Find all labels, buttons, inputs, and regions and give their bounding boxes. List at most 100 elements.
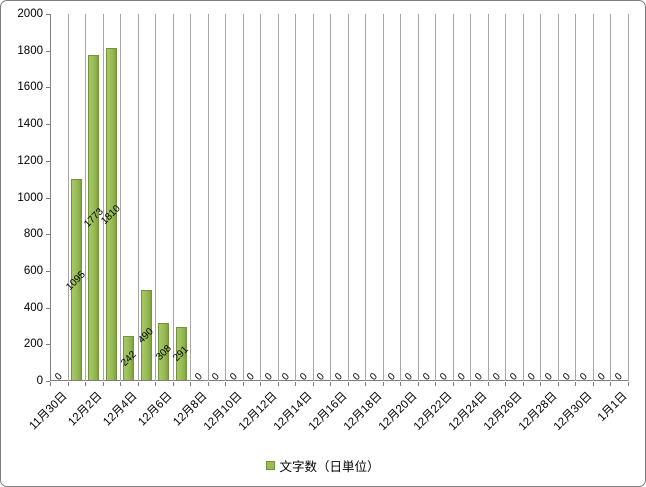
- bar: [70, 179, 82, 380]
- legend: 文字数（日単位）: [1, 456, 645, 475]
- x-axis-tick: [260, 382, 262, 386]
- x-axis-tick: [155, 382, 157, 386]
- x-axis-tick: [295, 382, 297, 386]
- x-axis-tick: [522, 382, 524, 386]
- gridline: [522, 14, 524, 381]
- gridline: [155, 14, 157, 381]
- bar: [158, 323, 170, 380]
- x-axis-tick: [417, 382, 419, 386]
- x-axis-tick: [330, 382, 332, 386]
- bar: [123, 335, 135, 380]
- y-axis-tick: [46, 270, 50, 272]
- bar: [175, 326, 187, 380]
- gridline: [435, 14, 437, 381]
- x-axis-tick: [487, 382, 489, 386]
- gridline: [628, 14, 629, 381]
- x-axis-tick: [277, 382, 279, 386]
- bar: [105, 47, 117, 380]
- gridline: [312, 14, 314, 381]
- y-axis-tick: [46, 344, 50, 346]
- gridline: [470, 14, 472, 381]
- y-axis-tick: [46, 124, 50, 126]
- y-axis-tick-label: 400: [23, 301, 43, 314]
- x-axis-tick: [557, 382, 559, 386]
- gridline: [592, 14, 594, 381]
- gridline: [85, 14, 87, 381]
- gridline: [540, 14, 542, 381]
- y-axis-tick: [46, 234, 50, 236]
- gridline: [505, 14, 507, 381]
- x-axis-tick: [470, 382, 472, 386]
- x-axis-tick: [365, 382, 367, 386]
- x-axis-tick: [172, 382, 174, 386]
- y-axis-tick: [46, 381, 50, 382]
- y-axis-line: [50, 14, 51, 381]
- gridline: [137, 14, 139, 381]
- x-axis-tick: [540, 382, 542, 386]
- gridline: [277, 14, 279, 381]
- gridline: [330, 14, 332, 381]
- x-axis-tick: [382, 382, 384, 386]
- x-axis-tick-label: 11月30日: [27, 390, 70, 433]
- x-axis-tick: [190, 382, 192, 386]
- y-axis-labels: 0 200 400 600 800 1000 1200 1400 1600 1800 2000: [1, 8, 43, 387]
- gridline: [207, 14, 209, 381]
- y-axis-tick-label: 1800: [17, 44, 43, 57]
- x-axis-tick-label: 12月4日: [101, 390, 140, 429]
- gridline: [67, 14, 69, 381]
- x-axis-tick: [50, 382, 51, 386]
- gridline: [260, 14, 262, 381]
- y-axis-tick-label: 1600: [17, 81, 43, 94]
- gridline: [365, 14, 367, 381]
- x-axis-tick: [102, 382, 104, 386]
- x-axis-tick: [610, 382, 612, 386]
- x-axis-tick: [120, 382, 122, 386]
- y-axis-tick-label: 800: [23, 228, 43, 241]
- y-axis-tick-label: 200: [23, 338, 43, 351]
- gridline: [242, 14, 244, 381]
- bar: [88, 54, 100, 380]
- gridline: [172, 14, 174, 381]
- x-axis-tick: [592, 382, 594, 386]
- x-axis-tick: [85, 382, 87, 386]
- x-axis-line: [50, 380, 628, 381]
- gridline: [382, 14, 384, 381]
- y-axis-tick-label: 600: [23, 264, 43, 277]
- gridline: [452, 14, 454, 381]
- x-axis-tick: [225, 382, 227, 386]
- y-axis-tick-label: 1200: [17, 154, 43, 167]
- gridline: [120, 14, 122, 381]
- y-axis-tick-label: 2000: [17, 8, 43, 20]
- gridline: [575, 14, 577, 381]
- gridline: [102, 14, 104, 381]
- y-axis-tick: [46, 87, 50, 89]
- gridline: [417, 14, 419, 381]
- gridline: [400, 14, 402, 381]
- y-axis-tick: [46, 197, 50, 199]
- x-axis-tick: [347, 382, 349, 386]
- x-axis-tick: [435, 382, 437, 386]
- x-axis-tick: [207, 382, 209, 386]
- x-axis-tick: [400, 382, 402, 386]
- gridline: [610, 14, 612, 381]
- gridline: [347, 14, 349, 381]
- gridline: [487, 14, 489, 381]
- gridline: [225, 14, 227, 381]
- x-axis-tick: [67, 382, 69, 386]
- x-axis-tick-label: 1月1日: [596, 390, 630, 424]
- x-axis-tick: [452, 382, 454, 386]
- x-axis-tick: [137, 382, 139, 386]
- x-axis-tick-label: 12月2日: [66, 390, 105, 429]
- x-axis-tick-label: 12月6日: [136, 390, 175, 429]
- x-axis-tick: [312, 382, 314, 386]
- y-axis-tick: [46, 14, 50, 15]
- legend-swatch: [266, 461, 276, 470]
- y-axis-tick-label: 1400: [17, 118, 43, 131]
- x-axis-tick: [505, 382, 507, 386]
- gridline: [295, 14, 297, 381]
- y-axis-tick: [46, 307, 50, 309]
- bar: [140, 290, 152, 380]
- y-axis-tick-label: 1000: [17, 191, 43, 204]
- y-axis-tick-label: 0: [36, 375, 43, 387]
